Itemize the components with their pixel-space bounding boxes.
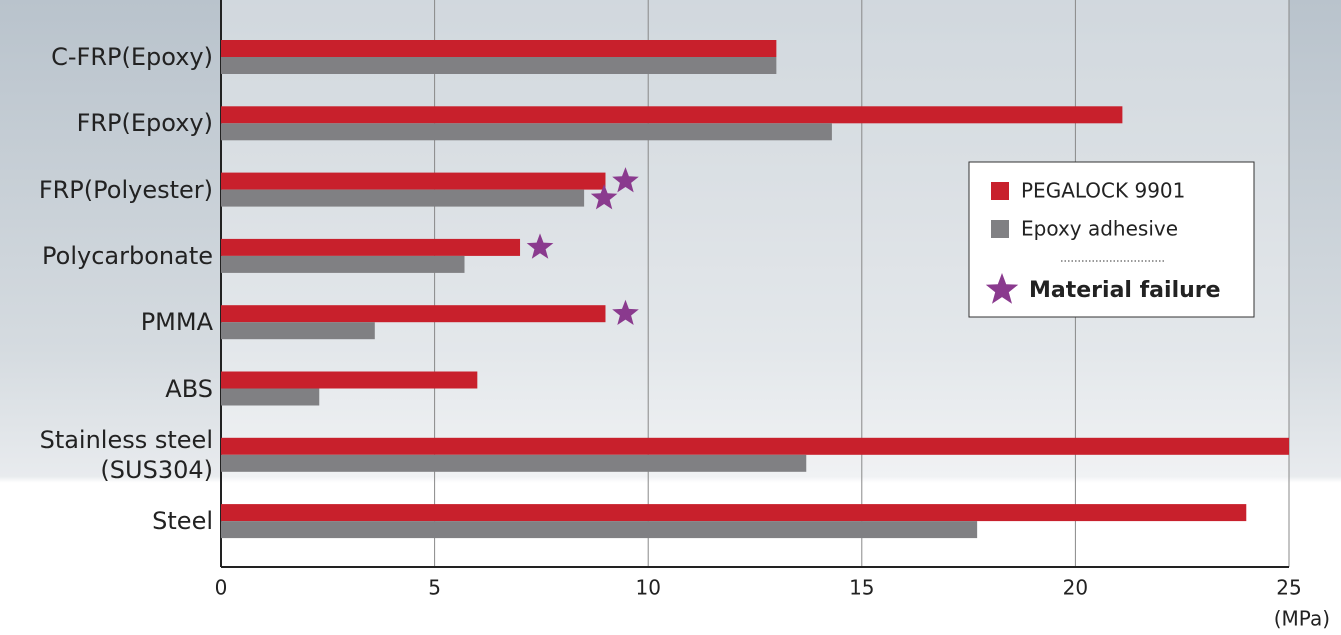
legend-star: [985, 273, 1019, 304]
x-tick-label: 0: [215, 576, 228, 600]
bar: [221, 504, 1247, 522]
y-tick-label: FRP(Polyester): [38, 175, 213, 204]
bar: [221, 255, 465, 273]
failure-star: [612, 167, 639, 193]
y-tick-label: Polycarbonate: [42, 241, 213, 270]
legend-swatch: [991, 220, 1009, 238]
bar: [221, 388, 320, 406]
failure-star: [612, 299, 639, 325]
legend-label: Epoxy adhesive: [1021, 217, 1178, 241]
bar: [221, 40, 777, 57]
x-tick-label: 10: [635, 576, 660, 600]
failure-star: [526, 233, 554, 259]
x-tick-label: 25: [1276, 576, 1301, 600]
y-tick-label: Stainless steel (SUS304): [39, 425, 213, 484]
x-tick-label: 20: [1063, 576, 1088, 600]
y-tick-label: C-FRP(Epoxy): [51, 43, 213, 71]
bar: [221, 189, 585, 207]
legend-swatch: [991, 182, 1009, 200]
x-unit: (MPa): [1274, 607, 1330, 631]
x-tick-label: 5: [428, 576, 441, 600]
bar: [221, 454, 807, 472]
bar: [221, 521, 978, 539]
x-tick-label: 15: [849, 576, 874, 600]
bar: [221, 437, 1289, 455]
legend-label: Material failure: [1029, 278, 1221, 303]
bar: [221, 57, 777, 74]
y-tick-label: PMMA: [140, 308, 213, 337]
legend-label: PEGALOCK 9901: [1021, 179, 1185, 203]
bar: [221, 238, 521, 256]
bar: [221, 172, 606, 190]
bar: [221, 305, 606, 323]
y-tick-label: FRP(Epoxy): [76, 109, 213, 138]
y-tick-label: Steel: [152, 507, 213, 536]
bar: [221, 322, 375, 340]
failure-star: [590, 184, 618, 210]
y-tick-label: ABS: [165, 374, 213, 403]
bar: [221, 123, 832, 141]
legend-box: [968, 161, 1255, 318]
bar: [221, 106, 1123, 124]
bar: [221, 371, 478, 389]
